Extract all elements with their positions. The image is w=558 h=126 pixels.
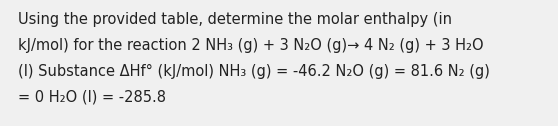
Text: Using the provided table, determine the molar enthalpy (in: Using the provided table, determine the … (18, 12, 452, 27)
Text: = 0 H₂O (l) = -285.8: = 0 H₂O (l) = -285.8 (18, 90, 166, 105)
Text: (l) Substance ΔHf° (kJ/mol) NH₃ (g) = -46.2 N₂O (g) = 81.6 N₂ (g): (l) Substance ΔHf° (kJ/mol) NH₃ (g) = -4… (18, 64, 490, 79)
Text: kJ/mol) for the reaction 2 NH₃ (g) + 3 N₂O (g)→ 4 N₂ (g) + 3 H₂O: kJ/mol) for the reaction 2 NH₃ (g) + 3 N… (18, 38, 484, 53)
